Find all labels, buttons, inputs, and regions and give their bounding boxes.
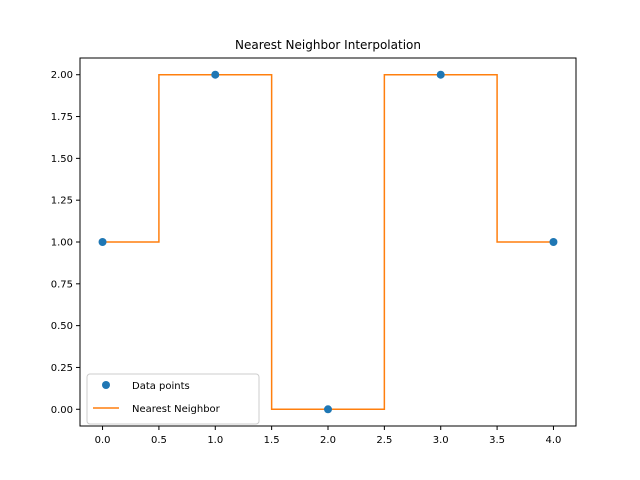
x-tick-label: 3.5 [489, 435, 505, 446]
y-axis: 0.00 0.25 0.50 0.75 1.00 1.25 1.50 1.75 2.00 [51, 70, 80, 416]
legend: Data points Nearest Neighbor [86, 373, 260, 425]
data-point [98, 238, 107, 246]
data-point [436, 70, 445, 79]
legend-label-data-points: Data points [132, 381, 190, 392]
plot-area [98, 70, 558, 414]
y-tick-label: 1.50 [51, 154, 73, 165]
x-axis: 0.0 0.5 1.0 1.5 2.0 2.5 3.0 3.5 4.0 [95, 426, 562, 446]
x-tick-label: 1.5 [264, 435, 280, 446]
data-point [324, 405, 332, 414]
y-tick-label: 0.00 [51, 405, 73, 416]
y-tick-label: 2.00 [51, 70, 73, 81]
x-tick-label: 2.5 [376, 435, 392, 446]
y-tick-label: 0.75 [51, 279, 73, 290]
x-tick-label: 3.0 [433, 435, 449, 446]
series-line-nearest-neighbor [102, 73, 554, 411]
chart-title: Nearest Neighbor Interpolation [235, 38, 421, 52]
legend-label-nearest-neighbor: Nearest Neighbor [132, 404, 221, 415]
x-tick-label: 1.0 [207, 435, 223, 446]
x-tick-label: 0.5 [151, 435, 167, 446]
y-tick-label: 1.25 [51, 196, 73, 207]
y-tick-label: 0.50 [51, 321, 73, 332]
x-tick-label: 4.0 [546, 435, 562, 446]
data-point [549, 238, 558, 246]
y-tick-label: 1.75 [51, 112, 73, 123]
y-tick-label: 1.00 [51, 238, 73, 249]
y-tick-label: 0.25 [51, 363, 73, 374]
x-tick-label: 0.0 [95, 435, 111, 446]
legend-marker-data-points [102, 381, 110, 389]
x-tick-label: 2.0 [320, 435, 336, 446]
legend-box [86, 373, 260, 425]
data-point [211, 70, 220, 79]
